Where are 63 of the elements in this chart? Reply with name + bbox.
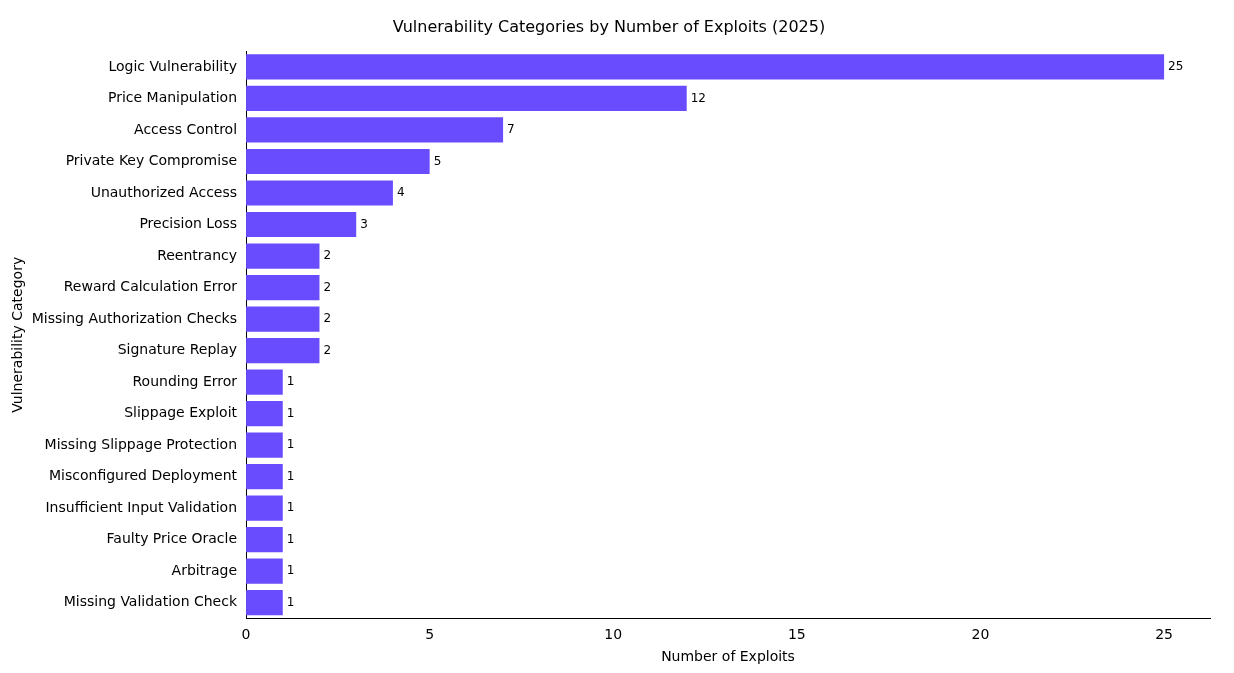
data-label: 1 <box>286 563 295 578</box>
y-tick-label: Logic Vulnerability <box>108 57 238 74</box>
data-label: 4 <box>396 185 405 200</box>
y-tick-label: Missing Slippage Protection <box>44 435 238 452</box>
y-tick-label: Private Key Compromise <box>65 152 238 169</box>
y-tick-label: Precision Loss <box>139 215 238 232</box>
x-axis-title: Number of Exploits <box>661 648 795 665</box>
y-tick-label: Unauthorized Access <box>90 183 238 200</box>
data-label: 1 <box>286 437 295 452</box>
data-label: 2 <box>323 248 332 263</box>
data-label: 2 <box>323 342 332 357</box>
bar <box>246 180 393 206</box>
bar <box>246 306 320 332</box>
y-tick-label: Missing Authorization Checks <box>31 309 238 326</box>
bar <box>246 369 283 395</box>
bar <box>246 590 283 616</box>
data-label: 2 <box>323 279 332 294</box>
data-label: 1 <box>286 468 295 483</box>
y-tick-label: Rounding Error <box>132 372 238 389</box>
y-tick-label: Misconfigured Deployment <box>49 467 238 484</box>
y-tick-label: Slippage Exploit <box>124 404 238 421</box>
y-tick-label: Faulty Price Oracle <box>106 530 238 547</box>
bar <box>246 211 357 238</box>
y-tick-label: Price Manipulation <box>107 89 238 106</box>
y-tick-label: Signature Replay <box>117 341 238 358</box>
bar <box>246 54 1165 80</box>
y-axis-title: Vulnerability Category <box>9 256 26 413</box>
bar <box>246 85 687 112</box>
bar <box>246 117 504 143</box>
y-tick-label: Reward Calculation Error <box>63 278 238 295</box>
x-tick-label: 5 <box>425 626 435 643</box>
data-label: 1 <box>286 374 295 389</box>
data-label: 1 <box>286 594 295 609</box>
bar <box>246 495 283 521</box>
y-tick-label: Insufficient Input Validation <box>45 498 238 515</box>
x-tick-label: 25 <box>1155 626 1174 643</box>
data-label: 3 <box>360 216 368 231</box>
data-label: 7 <box>507 122 515 137</box>
x-tick-label: 15 <box>787 626 806 643</box>
bar <box>246 243 320 269</box>
bar <box>246 400 283 427</box>
data-label: 2 <box>323 311 332 326</box>
y-tick-label: Missing Validation Check <box>63 593 238 610</box>
data-label: 1 <box>286 531 295 546</box>
bar <box>246 337 320 364</box>
data-label: 12 <box>690 90 706 105</box>
x-tick-label: 0 <box>241 626 251 643</box>
y-tick-label: Arbitrage <box>171 561 238 578</box>
bar <box>246 527 283 553</box>
y-tick-label: Reentrancy <box>157 246 238 263</box>
data-label: 1 <box>286 500 295 515</box>
data-label: 1 <box>286 405 295 420</box>
chart-title: Vulnerability Categories by Number of Exploits (2025) <box>392 16 826 36</box>
x-tick-label: 10 <box>604 626 623 643</box>
data-label: 5 <box>433 153 442 168</box>
bar <box>246 464 283 490</box>
bar <box>246 148 430 175</box>
bar <box>246 274 320 301</box>
bar <box>246 558 283 584</box>
y-tick-label: Access Control <box>134 120 238 137</box>
bar <box>246 432 283 458</box>
data-label: 25 <box>1168 59 1184 74</box>
x-tick-label: 20 <box>971 626 990 643</box>
